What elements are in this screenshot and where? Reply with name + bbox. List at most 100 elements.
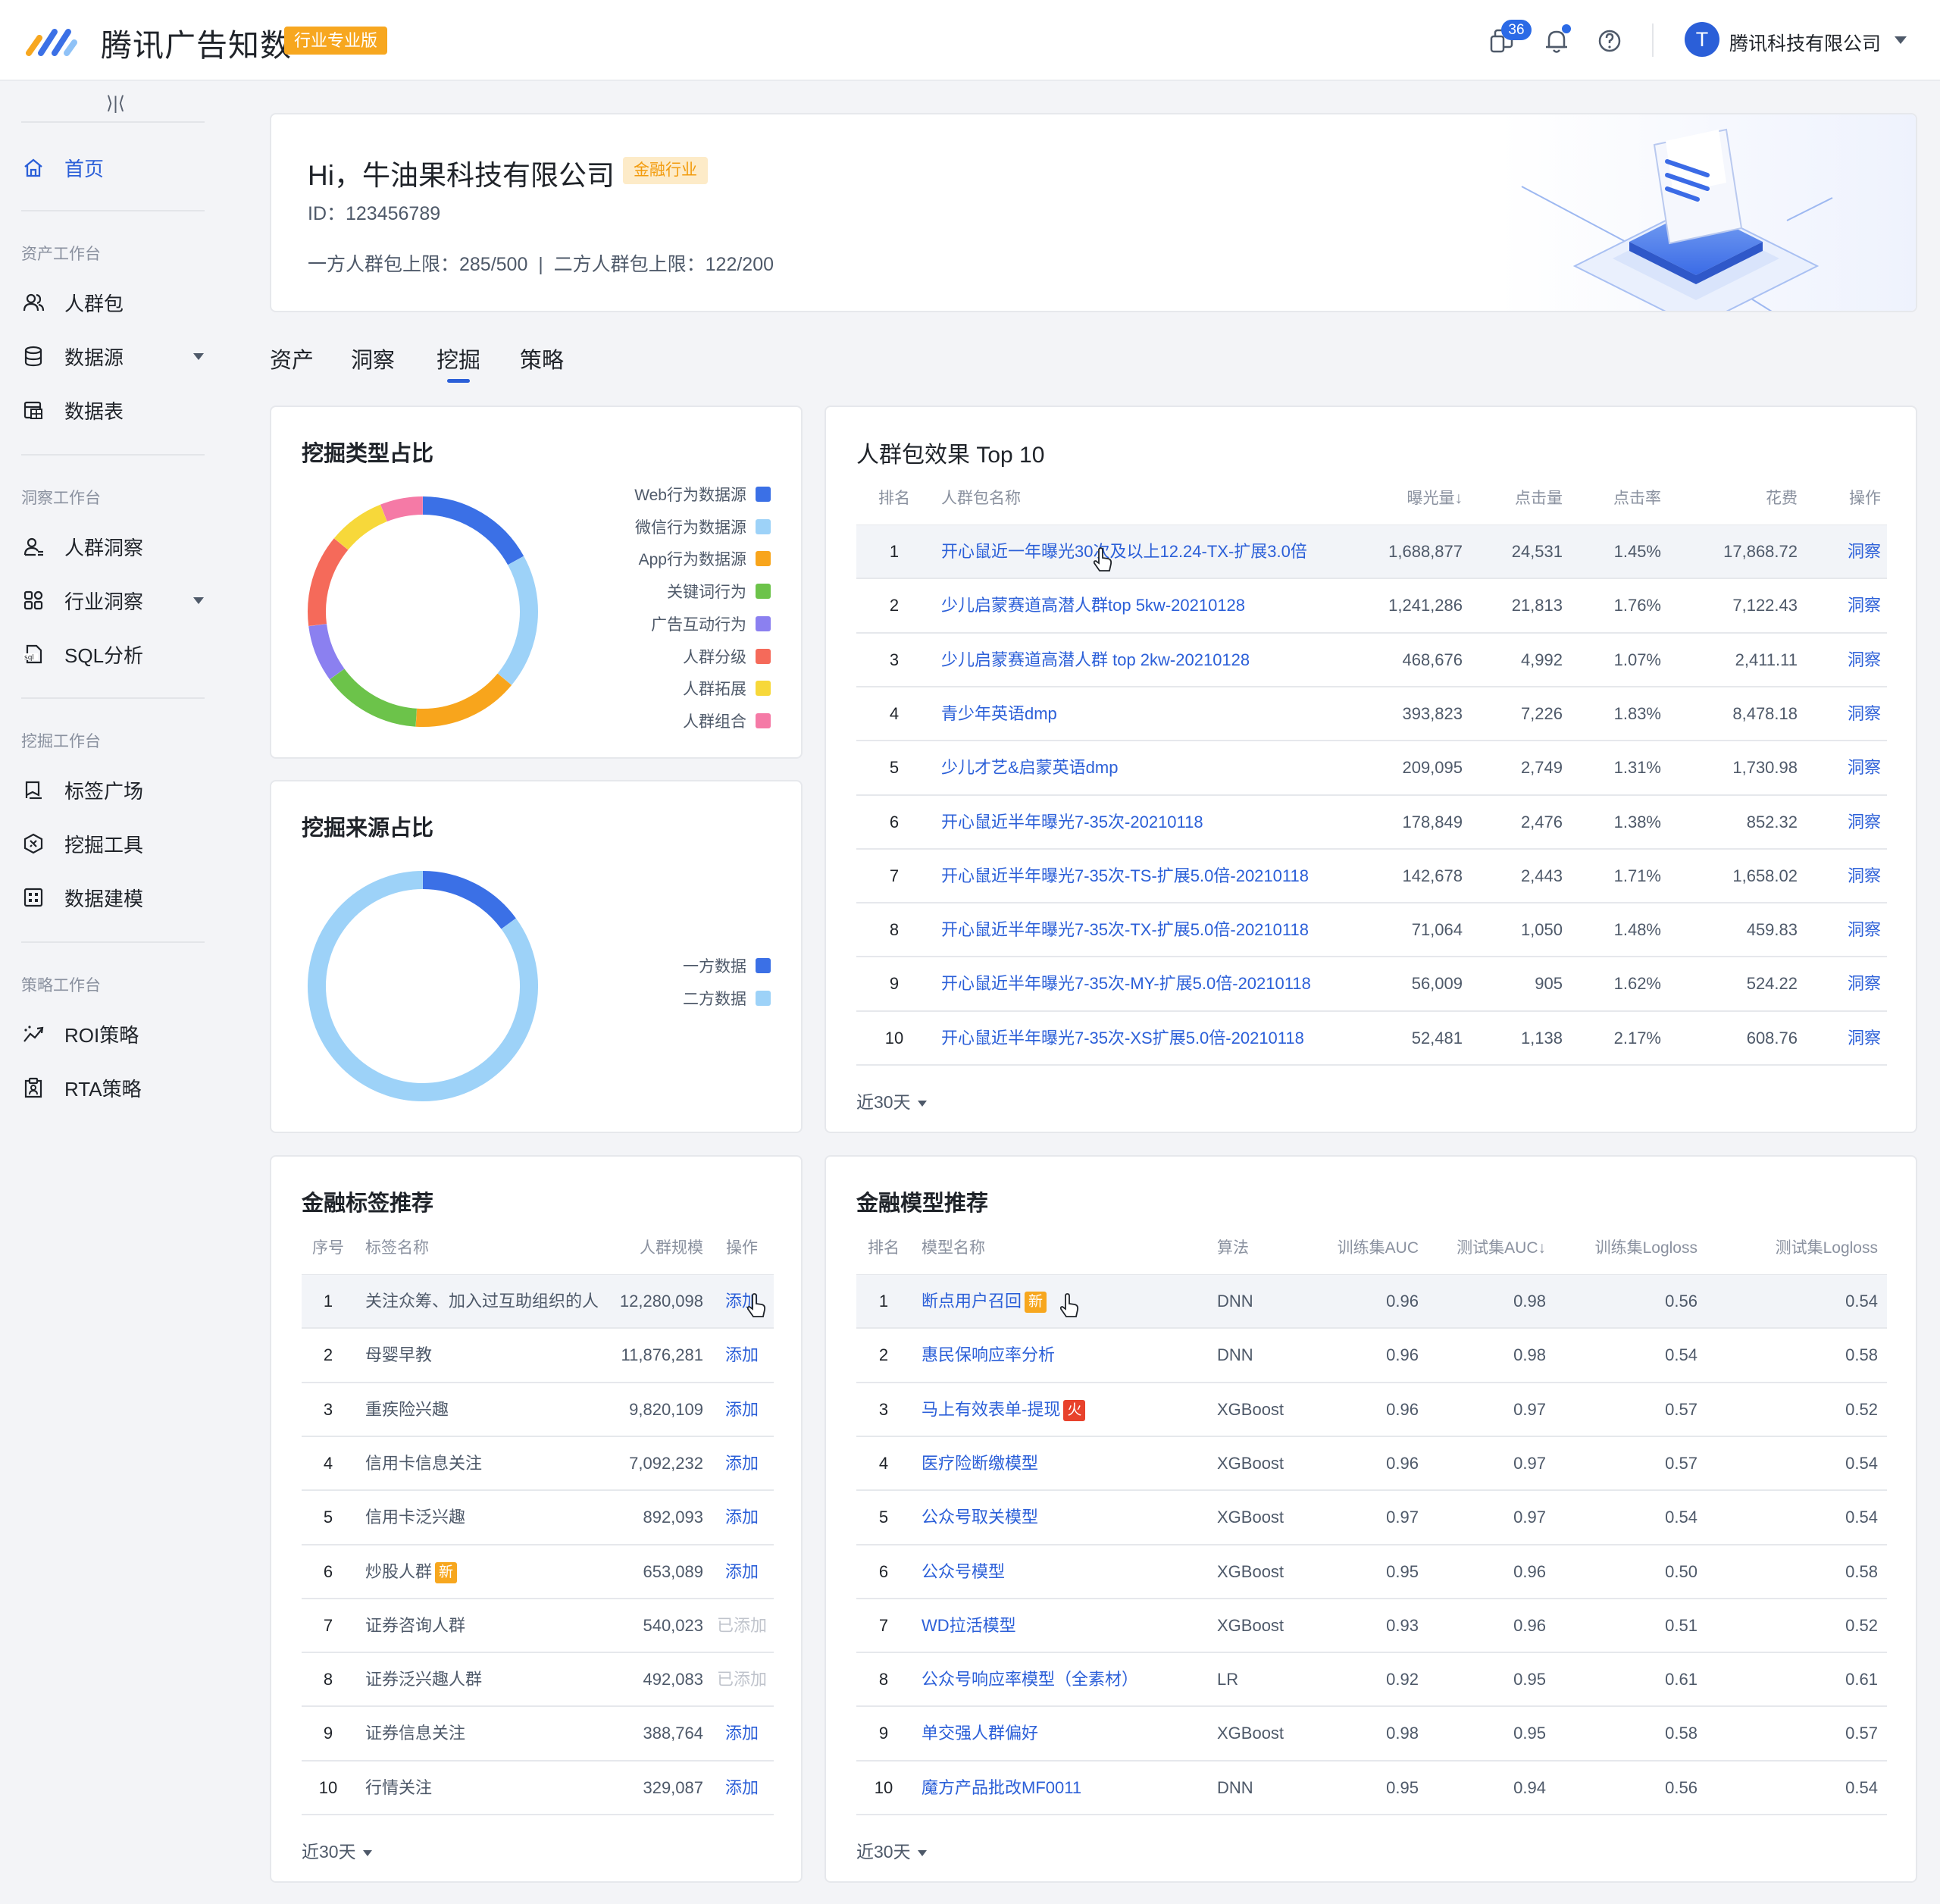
top10-period-select[interactable]: 近30天: [856, 1088, 927, 1113]
tab-insight[interactable]: 洞察: [351, 349, 396, 373]
table-row[interactable]: 4 青少年英语dmp 393,823 7,226 1.83% 8,478.18 洞察: [856, 687, 1887, 741]
collapse-sidebar-icon[interactable]: ⟩|⟨: [106, 93, 125, 114]
table-row[interactable]: 7 WD拉活模型 XGBoost 0.93 0.96 0.51 0.52: [856, 1599, 1887, 1652]
fin-tags-period-select[interactable]: 近30天: [302, 1837, 372, 1863]
table-row[interactable]: 4 信用卡信息关注 7,092,232 添加: [302, 1437, 774, 1490]
insight-link[interactable]: 洞察: [1847, 920, 1881, 940]
table-row[interactable]: 7 证券咨询人群 540,023 已添加: [302, 1599, 774, 1652]
sidebar-item-roi-strategy[interactable]: ROI策略: [21, 1017, 207, 1051]
table-row[interactable]: 1 断点用户召回新 DNN 0.96 0.98 0.56 0.54: [856, 1275, 1887, 1328]
sidebar-item-tag-plaza[interactable]: 标签广场: [21, 773, 207, 806]
sidebar-item-industry-insight[interactable]: 行业洞察: [21, 584, 207, 617]
table-row[interactable]: 6 开心鼠近半年曝光7-35次-20210118 178,849 2,476 1.38%…: [856, 796, 1887, 849]
insight-link[interactable]: 洞察: [1847, 650, 1881, 669]
tab-strategy[interactable]: 策略: [520, 349, 565, 373]
table-row[interactable]: 5 少儿才艺&启蒙英语dmp 209,095 2,749 1.31% 1,730.98 洞察: [856, 741, 1887, 794]
sidebar-item-data-modeling[interactable]: 数据建模: [21, 881, 207, 914]
model-name-link[interactable]: 公众号响应率模型（全素材）: [922, 1653, 1149, 1706]
mining-type-slice[interactable]: [415, 673, 512, 727]
sidebar-item-audience-insight[interactable]: 人群洞察: [21, 530, 207, 563]
insight-link[interactable]: 洞察: [1847, 1028, 1881, 1048]
help-icon[interactable]: [1594, 26, 1625, 56]
table-row[interactable]: 4 医疗险断缴模型 XGBoost 0.96 0.97 0.57 0.54: [856, 1437, 1887, 1490]
table-row[interactable]: 10 魔方产品批改MF0011 DNN 0.95 0.94 0.56 0.54: [856, 1762, 1887, 1815]
add-button[interactable]: 添加: [724, 1453, 759, 1473]
audience-pack-link[interactable]: 开心鼠近半年曝光7-35次-TS-扩展5.0倍-20210118: [941, 866, 1309, 885]
table-row[interactable]: 3 重疾险兴趣 9,820,109 添加: [302, 1383, 774, 1436]
model-name-link[interactable]: 公众号模型: [922, 1545, 1149, 1599]
mining-type-slice[interactable]: [330, 669, 418, 727]
model-name-link[interactable]: 断点用户召回新: [922, 1275, 1149, 1328]
add-button[interactable]: 添加: [724, 1508, 759, 1527]
insight-link[interactable]: 洞察: [1847, 542, 1881, 561]
mining-type-slice[interactable]: [308, 538, 349, 627]
sidebar-item-datasource[interactable]: 数据源: [21, 340, 207, 373]
sidebar-item-datatable[interactable]: 数据表: [21, 393, 207, 427]
column-header[interactable]: 曝光量↓: [1406, 490, 1463, 507]
model-name-link[interactable]: 惠民保响应率分析: [922, 1329, 1149, 1382]
company-dropdown-icon[interactable]: [1895, 36, 1907, 44]
insight-link[interactable]: 洞察: [1847, 812, 1881, 831]
add-button[interactable]: 添加: [724, 1777, 759, 1797]
table-row[interactable]: 9 单交强人群偏好 XGBoost 0.98 0.95 0.58 0.57: [856, 1707, 1887, 1760]
column-header[interactable]: 测试集AUC↓: [1457, 1239, 1546, 1257]
add-button[interactable]: 添加: [724, 1399, 759, 1419]
mining-source-slice[interactable]: [422, 871, 516, 929]
tab-assets[interactable]: 资产: [270, 349, 314, 373]
table-row[interactable]: 8 公众号响应率模型（全素材） LR 0.92 0.95 0.61 0.61: [856, 1653, 1887, 1706]
table-row[interactable]: 1 关注众筹、加入过互助组织的人 12,280,098 添加: [302, 1275, 774, 1328]
fin-models-period-select[interactable]: 近30天: [856, 1837, 927, 1863]
insight-link[interactable]: 洞察: [1847, 974, 1881, 994]
table-row[interactable]: 5 公众号取关模型 XGBoost 0.97 0.97 0.54 0.54: [856, 1491, 1887, 1544]
mining-type-slice[interactable]: [333, 504, 388, 550]
bell-icon[interactable]: [1541, 26, 1572, 56]
table-row[interactable]: 8 开心鼠近半年曝光7-35次-TX-扩展5.0倍-20210118 71,064 1…: [856, 903, 1887, 957]
mining-type-slice[interactable]: [308, 623, 345, 680]
audience-pack-link[interactable]: 开心鼠近半年曝光7-35次-20210118: [941, 812, 1203, 831]
mining-type-slice[interactable]: [422, 496, 524, 565]
table-row[interactable]: 7 开心鼠近半年曝光7-35次-TS-扩展5.0倍-20210118 142,678…: [856, 850, 1887, 903]
audience-pack-link[interactable]: 开心鼠近一年曝光30次及以上12.24-TX-扩展3.0倍: [941, 542, 1307, 561]
table-row[interactable]: 2 惠民保响应率分析 DNN 0.96 0.98 0.54 0.58: [856, 1329, 1887, 1382]
table-row[interactable]: 3 马上有效表单-提现火 XGBoost 0.96 0.97 0.57 0.52: [856, 1383, 1887, 1436]
audience-pack-link[interactable]: 少儿才艺&启蒙英语dmp: [941, 758, 1119, 778]
table-row[interactable]: 6 公众号模型 XGBoost 0.95 0.96 0.50 0.58: [856, 1545, 1887, 1599]
audience-pack-link[interactable]: 开心鼠近半年曝光7-35次-XS扩展5.0倍-20210118: [941, 1028, 1304, 1048]
insight-link[interactable]: 洞察: [1847, 758, 1881, 778]
table-row[interactable]: 2 母婴早教 11,876,281 添加: [302, 1329, 774, 1382]
table-row[interactable]: 9 证券信息关注 388,764 添加: [302, 1707, 774, 1760]
insight-link[interactable]: 洞察: [1847, 866, 1881, 885]
mining-source-slice[interactable]: [308, 871, 538, 1101]
table-row[interactable]: 2 少儿启蒙赛道高潜人群top 5kw-20210128 1,241,286 21,8…: [856, 579, 1887, 632]
audience-pack-link[interactable]: 开心鼠近半年曝光7-35次-TX-扩展5.0倍-20210118: [941, 920, 1309, 940]
table-row[interactable]: 8 证券泛兴趣人群 492,083 已添加: [302, 1653, 774, 1706]
model-name-link[interactable]: 马上有效表单-提现火: [922, 1383, 1149, 1436]
add-button[interactable]: 添加: [724, 1724, 759, 1743]
sidebar-item-mining-tool[interactable]: 挖掘工具: [21, 827, 207, 860]
tab-mining[interactable]: 挖掘: [436, 349, 481, 373]
mining-type-slice[interactable]: [380, 496, 424, 522]
table-row[interactable]: 3 少儿启蒙赛道高潜人群 top 2kw-20210128 468,676 4,992…: [856, 634, 1887, 687]
table-row[interactable]: 1 开心鼠近一年曝光30次及以上12.24-TX-扩展3.0倍 1,688,877 2…: [856, 525, 1887, 578]
sidebar-item-rta-strategy[interactable]: RTA策略: [21, 1071, 207, 1104]
audience-pack-link[interactable]: 青少年英语dmp: [941, 703, 1057, 723]
insight-link[interactable]: 洞察: [1847, 596, 1881, 615]
sidebar-item-audience-pack[interactable]: 人群包: [21, 286, 207, 319]
audience-pack-link[interactable]: 少儿启蒙赛道高潜人群 top 2kw-20210128: [941, 650, 1250, 669]
mining-type-slice[interactable]: [497, 556, 538, 685]
sidebar-item-sql-analysis[interactable]: sql SQL分析: [21, 637, 207, 671]
model-name-link[interactable]: 单交强人群偏好: [922, 1707, 1149, 1760]
add-button[interactable]: 添加: [724, 1345, 759, 1365]
table-row[interactable]: 5 信用卡泛兴趣 892,093 添加: [302, 1491, 774, 1544]
table-row[interactable]: 6 炒股人群新 653,089 添加: [302, 1545, 774, 1599]
sidebar-item-home[interactable]: 首页: [21, 151, 207, 184]
model-name-link[interactable]: WD拉活模型: [922, 1599, 1149, 1652]
table-row[interactable]: 10 行情关注 329,087 添加: [302, 1762, 774, 1815]
model-name-link[interactable]: 医疗险断缴模型: [922, 1437, 1149, 1490]
audience-pack-link[interactable]: 少儿启蒙赛道高潜人群top 5kw-20210128: [941, 596, 1246, 615]
company-avatar[interactable]: T: [1685, 22, 1719, 57]
insight-link[interactable]: 洞察: [1847, 703, 1881, 723]
table-row[interactable]: 9 开心鼠近半年曝光7-35次-MY-扩展5.0倍-20210118 56,009 9…: [856, 957, 1887, 1010]
audience-pack-link[interactable]: 开心鼠近半年曝光7-35次-MY-扩展5.0倍-20210118: [941, 974, 1311, 994]
model-name-link[interactable]: 公众号取关模型: [922, 1491, 1149, 1544]
